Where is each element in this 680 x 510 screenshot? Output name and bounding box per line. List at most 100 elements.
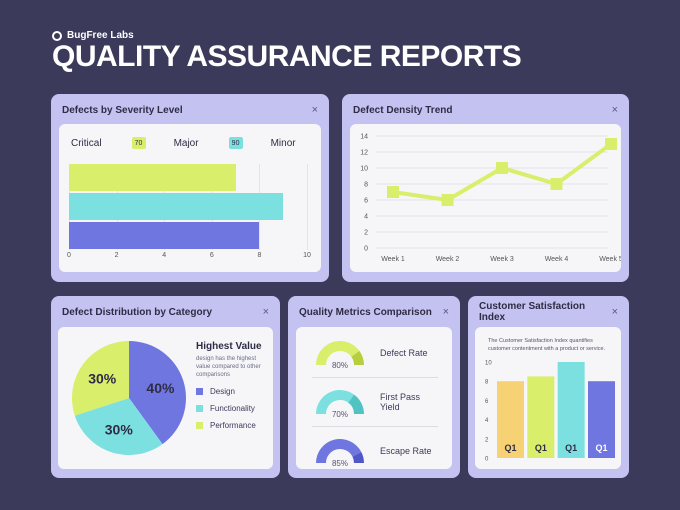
- severity-badge: 90: [228, 137, 243, 149]
- data-point: [441, 194, 454, 206]
- x-tick-label: 2: [114, 252, 119, 259]
- metric-divider: [312, 426, 438, 427]
- bar-label: Q1: [535, 443, 547, 453]
- metric-row: 70% First Pass Yield: [314, 382, 438, 422]
- legend-swatch: [196, 422, 203, 430]
- x-tick-label: 0: [67, 252, 71, 259]
- x-tick-label: 6: [209, 252, 214, 259]
- slice-label: 30%: [105, 421, 134, 437]
- x-tick-label: Week 2: [436, 256, 460, 263]
- metric-row: 85% Escape Rate: [314, 431, 438, 469]
- close-icon[interactable]: ×: [311, 103, 318, 116]
- x-tick-label: 10: [303, 252, 311, 259]
- x-tick-label: Week 1: [381, 256, 405, 263]
- close-icon[interactable]: ×: [611, 305, 618, 318]
- severity-label: Critical: [71, 137, 102, 149]
- gauge-fill: [316, 439, 362, 463]
- severity-card: Defects by Severity Level × Critical 70 Ma…: [51, 94, 329, 282]
- legend-swatch: [196, 388, 203, 396]
- quality-panel: 80% Defect Rate 70% First Pass Yield 85% Esca…: [296, 327, 452, 469]
- gauge-icon: 70%: [316, 390, 364, 419]
- x-tick-label: Week 5: [599, 256, 621, 263]
- y-tick-label: 4: [364, 214, 368, 221]
- brand: BugFree Labs: [52, 30, 134, 41]
- bar-major: [69, 193, 284, 220]
- y-tick-label: 8: [485, 380, 489, 386]
- legend-label: Performance: [210, 421, 256, 431]
- severity-panel: Critical 70 Major 90 Minor 8 0 0 2 4 6 8 10: [59, 124, 321, 272]
- distribution-pie-chart: 40% 30% 30%: [71, 341, 186, 455]
- satisfaction-card: Customer Satisfaction Index × The Custom…: [468, 296, 629, 478]
- density-panel: 0 2 4 6 8 10 12 14 Week 1 Week 2 Week 3 Week 4 Week …: [350, 124, 621, 272]
- bar-minor: [69, 222, 260, 249]
- distribution-card: Defect Distribution by Category × 40% 30%…: [51, 296, 280, 478]
- legend-item-performance: Performance: [196, 421, 268, 430]
- x-tick-label: Week 3: [490, 256, 514, 263]
- legend-title: Highest Value: [196, 341, 262, 352]
- gauge-fill: [316, 341, 360, 365]
- close-icon[interactable]: ×: [611, 103, 618, 116]
- close-icon[interactable]: ×: [262, 305, 269, 318]
- bar-critical: [69, 164, 236, 191]
- data-point: [496, 162, 508, 174]
- gauge-value: 80%: [332, 361, 348, 370]
- pie-slice-design: [129, 341, 186, 445]
- legend-item-design: Design: [196, 387, 268, 396]
- severity-legend: Critical70Major90Minor80: [71, 134, 309, 152]
- close-icon[interactable]: ×: [442, 305, 449, 318]
- x-tick-label: 8: [257, 252, 262, 259]
- density-line-chart: 0 2 4 6 8 10 12 14 Week 1 Week 2 Week 3 Week 4 Week …: [360, 134, 621, 264]
- bar-label: Q1: [565, 443, 577, 453]
- quality-title: Quality Metrics Comparison: [299, 306, 432, 318]
- y-tick-label: 4: [485, 418, 489, 424]
- gauge-rest: [348, 394, 364, 414]
- severity-label: Minor: [270, 137, 296, 149]
- y-tick-label: 6: [364, 198, 368, 205]
- x-tick-label: Week 4: [545, 256, 569, 263]
- gauge-value: 70%: [332, 410, 348, 419]
- satisfaction-bar-chart: 0 2 4 6 8 10 Q1 Q1 Q1 Q1: [485, 361, 615, 463]
- pie-slice-performance: [71, 341, 129, 416]
- severity-badge: 70: [131, 137, 146, 149]
- metric-label: Defect Rate: [380, 348, 428, 358]
- brand-name: BugFree Labs: [67, 30, 134, 41]
- y-tick-label: 0: [364, 246, 368, 253]
- distribution-panel: 40% 30% 30% Highest Value design has the h…: [58, 327, 273, 469]
- severity-legend-item: Major 90: [174, 137, 243, 149]
- severity-legend-item: Critical 70: [71, 137, 146, 149]
- grid-line: [307, 164, 308, 250]
- data-point: [605, 138, 617, 150]
- y-tick-label: 8: [364, 182, 368, 189]
- gauge-fill: [316, 390, 355, 414]
- y-tick-label: 2: [485, 437, 489, 443]
- quality-card: Quality Metrics Comparison × 80% Defect R…: [288, 296, 460, 478]
- severity-title: Defects by Severity Level: [62, 104, 183, 116]
- legend-item-functionality: Functionality: [196, 404, 268, 413]
- metric-label: First Pass Yield: [380, 392, 421, 412]
- bar: [527, 376, 555, 458]
- gauge-rest: [351, 350, 364, 365]
- distribution-legend: Highest Value design has the highest val…: [196, 341, 268, 430]
- gauge-rest: [352, 452, 364, 463]
- legend-label: Design: [210, 387, 235, 397]
- y-tick-label: 14: [360, 134, 368, 141]
- legend-label: Functionality: [210, 404, 255, 414]
- legend-subtitle: design has the highest value compared to…: [196, 356, 261, 379]
- severity-bar-chart: 0 2 4 6 8 10: [67, 164, 311, 259]
- satisfaction-panel: The Customer Satisfaction Index quantifi…: [475, 327, 621, 469]
- gauge-icon: 85%: [316, 439, 364, 468]
- y-tick-label: 10: [485, 361, 492, 367]
- slice-label: 40%: [146, 380, 175, 396]
- bug-icon: [52, 30, 62, 41]
- x-tick-label: 4: [162, 252, 167, 259]
- y-tick-label: 2: [364, 230, 368, 237]
- slice-label: 30%: [88, 371, 117, 387]
- pie-slice-functionality: [74, 398, 163, 455]
- gauge-icon: 80%: [316, 341, 364, 370]
- data-point: [387, 186, 399, 198]
- satisfaction-description: The Customer Satisfaction Index quantifi…: [488, 338, 606, 352]
- bar: [497, 381, 524, 458]
- y-tick-label: 10: [360, 166, 368, 173]
- y-tick-label: 6: [485, 399, 489, 405]
- gauge-value: 85%: [332, 459, 348, 468]
